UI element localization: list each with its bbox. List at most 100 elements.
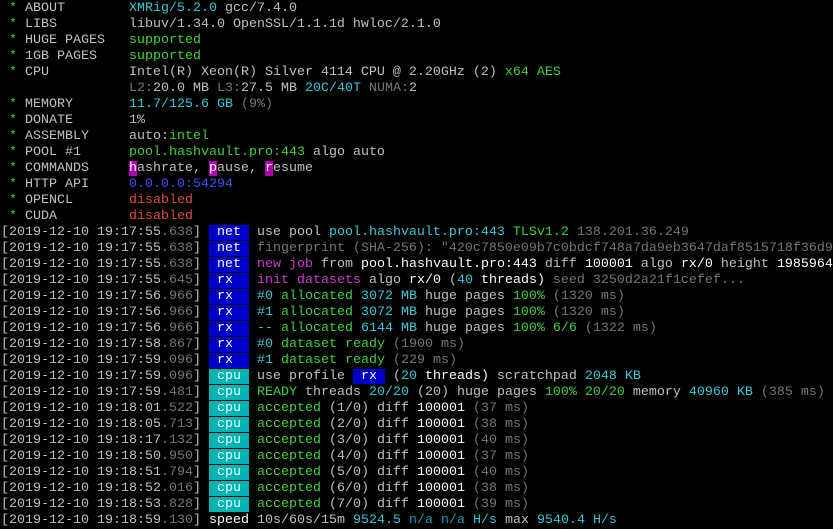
log-text: (229 ms) [384, 353, 457, 368]
log-text: .016 [160, 481, 193, 496]
log-text: (37 ms) [464, 401, 529, 416]
log-text: ] [192, 337, 209, 352]
log-text: ( [384, 369, 401, 384]
log-line: [2019-12-10 19:18:52.016] cpu accepted (… [1, 481, 833, 497]
log-text [249, 337, 257, 352]
log-text: (9%) [232, 97, 273, 112]
log-text: threads) [416, 369, 489, 384]
summary-line: * POOL #1 pool.hashvault.pro:443 algo au… [1, 145, 833, 161]
log-text [249, 257, 257, 272]
log-timestamp: [2019-12-10 19:17:55 [1, 225, 161, 240]
log-text: rx/0 [408, 273, 441, 288]
log-text [249, 353, 257, 368]
log-tag-badge: net [208, 225, 249, 240]
log-line: [2019-12-10 19:18:53.828] cpu accepted (… [1, 497, 833, 513]
log-text: 40960 KB [688, 385, 753, 400]
log-text: 100001 [416, 417, 465, 432]
log-text: * [1, 65, 25, 80]
log-text: height [712, 257, 777, 272]
log-text: 1% [128, 113, 145, 128]
log-line: [2019-12-10 19:17:59.096] rx #1 dataset … [1, 353, 833, 369]
log-text: (38 ms) [464, 481, 529, 496]
log-text: (1320 ms) [544, 289, 625, 304]
log-text [249, 401, 257, 416]
summary-line: L2:20.0 MB L3:27.5 MB 20C/40T NUMA:2 [1, 81, 833, 97]
command-hotkey: h [128, 161, 137, 176]
log-timestamp: [2019-12-10 19:17:56 [1, 321, 161, 336]
log-timestamp: [2019-12-10 19:18:05 [1, 417, 161, 432]
log-text: ] [192, 465, 209, 480]
log-line: [2019-12-10 19:18:01.522] cpu accepted (… [1, 401, 833, 417]
log-text: -- [256, 321, 273, 336]
log-line: [2019-12-10 19:17:55.638] net fingerprin… [1, 241, 833, 257]
log-text [249, 497, 257, 512]
log-text: ] [192, 385, 209, 400]
log-text: disabled [128, 193, 193, 208]
log-text: intel [168, 129, 209, 144]
log-text: rx/0 [680, 257, 713, 272]
log-text: ] [192, 481, 209, 496]
log-timestamp: [2019-12-10 19:17:59 [1, 369, 161, 384]
log-timestamp: [2019-12-10 19:17:55 [1, 241, 161, 256]
log-timestamp: [2019-12-10 19:18:53 [1, 497, 161, 512]
log-text: NUMA: [360, 81, 409, 96]
summary-line: * MEMORY 11.7/125.6 GB (9%) [1, 97, 833, 113]
log-text: memory [624, 385, 689, 400]
log-text: 20/20 [368, 385, 409, 400]
log-text: scratchpad [488, 369, 585, 384]
log-text: accepted [256, 465, 321, 480]
log-text: ] [192, 225, 209, 240]
log-text: 20 [400, 369, 417, 384]
log-text [249, 481, 257, 496]
log-text: .132 [160, 433, 193, 448]
log-text: .794 [160, 465, 193, 480]
log-text: ] [192, 257, 209, 272]
log-line: [2019-12-10 19:17:56.966] rx #0 allocate… [1, 289, 833, 305]
log-text: pool.hashvault.pro:443 [128, 145, 305, 160]
log-timestamp: [2019-12-10 19:18:01 [1, 401, 161, 416]
log-line: [2019-12-10 19:18:59.130] speed 10s/60s/… [1, 513, 833, 529]
log-line: [2019-12-10 19:18:50.950] cpu accepted (… [1, 449, 833, 465]
log-text: COMMANDS [25, 161, 129, 176]
log-text: (39 ms) [464, 497, 529, 512]
log-text: allocated [272, 305, 353, 320]
log-text: .638 [160, 241, 193, 256]
log-text [249, 433, 257, 448]
log-text: (4/0) diff [320, 449, 417, 464]
log-text: (3/0) diff [320, 433, 417, 448]
log-text: ] [192, 273, 209, 288]
log-text: ] [192, 321, 209, 336]
log-text: 100001 [416, 497, 465, 512]
log-text: ] [192, 369, 209, 384]
log-line: [2019-12-10 19:17:58.867] rx #0 dataset … [1, 337, 833, 353]
log-text: .828 [160, 497, 193, 512]
log-text: ASSEMBLY [25, 129, 129, 144]
log-text: CPU [25, 65, 129, 80]
log-text: #1 [256, 353, 273, 368]
log-text: 6144 MB [352, 321, 417, 336]
log-tag-badge: cpu [208, 481, 249, 496]
log-line: [2019-12-10 19:17:56.966] rx -- allocate… [1, 321, 833, 337]
log-line: [2019-12-10 19:17:55.638] net new job fr… [1, 257, 833, 273]
log-text: ( [440, 273, 457, 288]
log-text [249, 273, 257, 288]
log-tag-badge: cpu [208, 497, 249, 512]
log-timestamp: [2019-12-10 19:18:17 [1, 433, 161, 448]
log-text: (1322 ms) [576, 321, 657, 336]
log-text: 20C/40T [296, 81, 361, 96]
log-text: 10s/60s/15m [248, 513, 353, 528]
log-text [249, 417, 257, 432]
log-text: LIBS [25, 17, 129, 32]
log-text: .966 [160, 321, 193, 336]
log-text [249, 465, 257, 480]
log-text: max [496, 513, 537, 528]
log-text: supported [128, 33, 201, 48]
log-text: ashrate, [136, 161, 209, 176]
summary-line: * HUGE PAGES supported [1, 33, 833, 49]
log-text: 27.5 MB [240, 81, 297, 96]
log-tag-badge: cpu [208, 385, 249, 400]
log-text: * [1, 209, 25, 224]
log-tag-badge: cpu [208, 433, 249, 448]
log-text: 9540.4 H/s [536, 513, 617, 528]
